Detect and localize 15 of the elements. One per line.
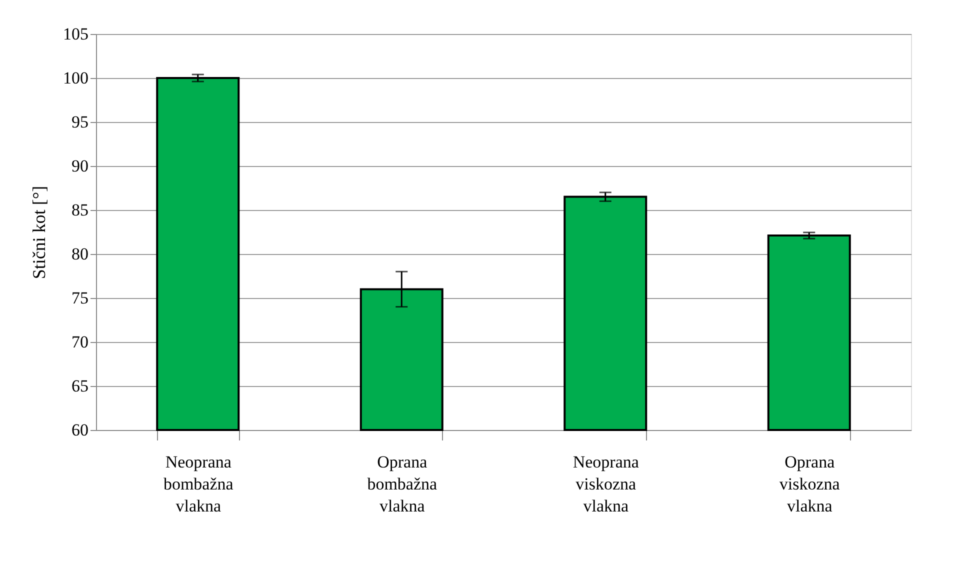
y-tick-label: 75	[72, 288, 88, 308]
y-axis-title: Stični kot [°]	[29, 186, 49, 280]
x-tick-label: Neoprana bombažna vlakna	[163, 452, 234, 516]
y-tick-label: 90	[72, 156, 88, 176]
y-tick-label: 95	[72, 112, 88, 132]
y-tick-label: 80	[72, 244, 88, 264]
x-tick-label: Neoprana viskozna vlakna	[572, 452, 640, 516]
y-tick-label: 65	[72, 376, 88, 396]
y-tick-label: 85	[72, 200, 88, 220]
y-tick-label: 60	[72, 420, 88, 440]
x-tick-label: Oprana viskozna vlakna	[779, 452, 840, 516]
x-tick-label: Oprana bombažna vlakna	[367, 452, 438, 516]
y-tick-label: 100	[63, 68, 88, 88]
y-tick-label: 105	[63, 24, 88, 44]
y-tick-label: 70	[72, 332, 88, 352]
